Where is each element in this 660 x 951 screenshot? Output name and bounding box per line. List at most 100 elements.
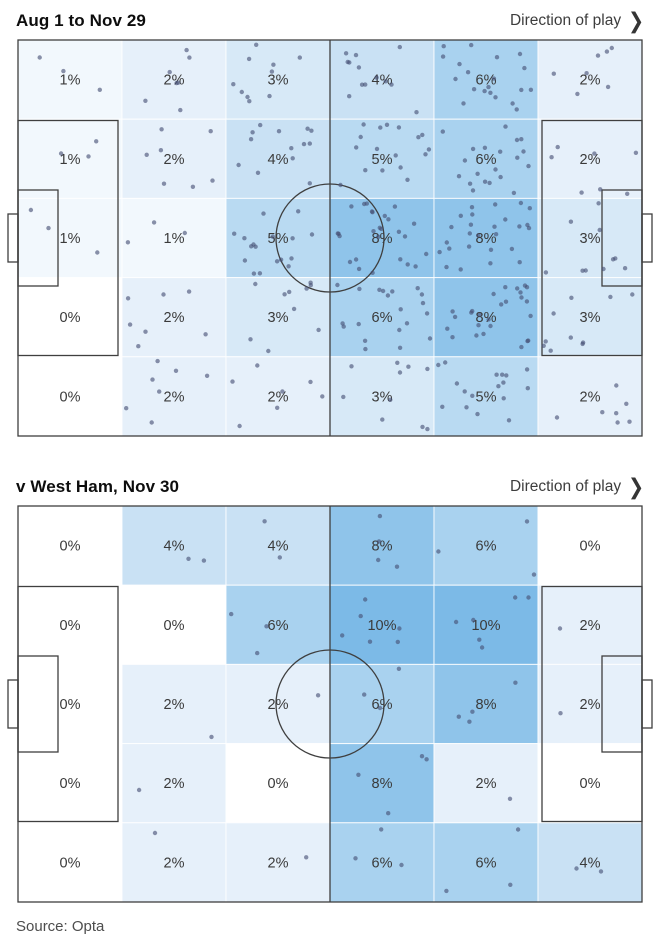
- touch-dot: [261, 211, 266, 216]
- zone-label: 6%: [476, 539, 497, 555]
- touch-dot: [264, 624, 269, 629]
- zone-label: 6%: [372, 310, 393, 326]
- touch-dot: [411, 221, 417, 226]
- zone-label: 1%: [164, 231, 185, 247]
- touch-dot: [308, 379, 313, 385]
- touch-dot: [378, 125, 383, 130]
- pitch-lines: [7, 39, 653, 437]
- zone-cell: [17, 39, 123, 120]
- touch-dot: [388, 397, 393, 402]
- touch-dot: [203, 332, 208, 337]
- touch-dot: [601, 266, 606, 272]
- touch-dot: [340, 321, 345, 326]
- touch-dot: [178, 107, 183, 113]
- touch-dot: [543, 270, 549, 275]
- touch-dot: [353, 52, 359, 58]
- touch-dot: [625, 191, 630, 196]
- touch-dots: [136, 513, 604, 894]
- touch-dot: [574, 866, 579, 871]
- touch-dot: [524, 519, 530, 524]
- touch-dot: [444, 240, 449, 245]
- touch-dot: [498, 149, 503, 154]
- touch-dot: [136, 787, 142, 793]
- touch-dot: [424, 311, 430, 316]
- touch-dot: [282, 292, 287, 297]
- touch-dot: [444, 264, 449, 270]
- source-label: Source: Opta: [16, 918, 105, 935]
- touch-dot: [286, 264, 291, 269]
- touch-dot: [524, 285, 530, 290]
- chart-header: Aug 1 to Nov 29 Direction of play ❯: [0, 0, 660, 38]
- direction-of-play: Direction of play ❯: [510, 10, 644, 32]
- touch-dot: [506, 418, 512, 423]
- touch-dot: [229, 611, 234, 617]
- touch-dot: [255, 363, 260, 368]
- touch-dot: [151, 220, 157, 225]
- zone-label: 2%: [164, 855, 185, 871]
- touch-dot: [158, 148, 164, 153]
- zone-label: 6%: [372, 855, 393, 871]
- touch-dot: [383, 79, 388, 84]
- zone-label: 8%: [372, 539, 393, 555]
- zone-cell: [17, 505, 123, 586]
- touch-dot: [291, 306, 297, 312]
- touch-dot: [404, 321, 410, 326]
- zone-cell: [329, 118, 435, 199]
- touch-dot: [605, 84, 611, 90]
- touch-dot: [596, 201, 601, 206]
- touch-dot: [208, 129, 213, 134]
- touch-dot: [592, 151, 597, 156]
- touch-dot: [528, 87, 534, 92]
- touch-dot: [309, 128, 314, 133]
- touch-dot: [363, 82, 368, 87]
- zone-label: 10%: [471, 618, 500, 634]
- touch-dot: [477, 637, 482, 642]
- touch-dot: [379, 827, 384, 832]
- touch-dot: [347, 60, 352, 65]
- touch-dot: [386, 217, 391, 222]
- touch-dot: [349, 364, 354, 369]
- chart-title: Aug 1 to Nov 29: [16, 11, 146, 30]
- touch-dot: [289, 256, 294, 261]
- touch-dot: [397, 44, 402, 50]
- touch-dot: [499, 302, 504, 307]
- touch-dot: [287, 289, 292, 295]
- touch-dot: [420, 132, 425, 138]
- touch-dot: [149, 420, 154, 425]
- zone-label: 10%: [367, 618, 396, 634]
- touch-dot: [518, 200, 524, 206]
- touch-dot: [467, 719, 472, 724]
- touch-dot: [598, 869, 604, 874]
- touch-dot: [450, 335, 455, 340]
- touch-dot: [374, 146, 380, 152]
- zone-cell: [121, 584, 227, 665]
- touch-dot: [371, 229, 376, 234]
- touch-dot: [242, 258, 248, 263]
- touch-dot: [504, 373, 509, 378]
- touch-dot: [201, 558, 207, 563]
- touch-dot: [524, 299, 530, 304]
- touch-dot: [525, 386, 530, 391]
- touch-dot: [125, 240, 131, 245]
- zone-label: 0%: [60, 855, 81, 871]
- zone-cell: [17, 584, 123, 665]
- touch-dot: [376, 557, 381, 563]
- touch-dot: [173, 368, 179, 373]
- zone-label: 2%: [476, 776, 497, 792]
- touch-dot: [503, 285, 508, 290]
- touch-dot: [356, 772, 361, 777]
- touch-dot: [488, 247, 494, 252]
- zone-cell: [17, 277, 123, 358]
- touch-dot: [454, 381, 460, 386]
- touch-dot: [443, 360, 448, 365]
- touch-dot: [246, 56, 252, 62]
- touch-dot: [470, 393, 475, 398]
- touch-dot: [614, 411, 619, 416]
- touch-dot: [290, 236, 295, 241]
- touch-dot: [152, 830, 158, 836]
- touch-dot: [528, 313, 533, 319]
- touch-dot: [461, 101, 466, 106]
- touch-dot: [353, 257, 359, 262]
- touch-dot: [230, 379, 235, 384]
- touch-dot: [356, 65, 362, 70]
